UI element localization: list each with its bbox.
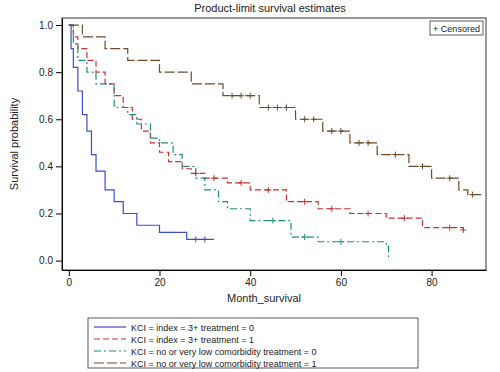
y-tick-mark — [56, 119, 62, 120]
y-tick-mark — [56, 72, 62, 73]
censor-mark — [238, 180, 244, 186]
censor-mark — [329, 128, 335, 134]
x-tick-label: 60 — [336, 277, 348, 288]
y-tick-label: 0.6 — [39, 114, 53, 125]
censor-mark — [365, 210, 371, 216]
chart: Product-limit survival estimates 0 20 40 60 8… — [0, 0, 500, 372]
x-tick-label: 40 — [245, 277, 257, 288]
x-axis: 0 20 40 60 80 — [63, 270, 487, 288]
x-tick-label: 80 — [427, 277, 439, 288]
x-tick: 40 — [245, 270, 257, 288]
censor-mark — [469, 192, 475, 198]
legend-swatch — [94, 326, 126, 327]
censor-mark — [193, 236, 199, 242]
legend-swatch — [94, 362, 126, 363]
censor-mark — [265, 187, 271, 193]
censor-mark — [447, 175, 453, 181]
legend-label: KCI = no or very low comorbidity treatme… — [131, 347, 317, 357]
legend-label: KCI = index = 3+ treatment = 0 — [131, 323, 254, 333]
censor-mark — [274, 104, 280, 110]
y-tick-label: 0.2 — [39, 208, 53, 219]
survival-curve — [69, 25, 389, 261]
x-tick-label: 20 — [154, 277, 166, 288]
survival-curve — [69, 25, 482, 195]
y-tick: 0.4 — [39, 161, 62, 172]
censor-mark — [401, 215, 407, 221]
annotation-text: + Censored — [433, 24, 480, 34]
censor-mark — [420, 163, 426, 169]
y-tick-label: 0.4 — [39, 161, 53, 172]
x-axis-line — [63, 270, 487, 271]
censor-mark — [302, 199, 308, 205]
censor-mark — [338, 239, 344, 245]
y-tick-mark — [56, 166, 62, 167]
censor-mark — [460, 227, 466, 233]
x-tick-mark — [432, 270, 433, 276]
x-tick-mark — [341, 270, 342, 276]
y-tick: 1.0 — [39, 20, 62, 31]
annotation-box — [430, 21, 483, 35]
y-tick-label: 0.0 — [39, 255, 53, 266]
x-tick-label: 0 — [67, 277, 73, 288]
censor-mark — [311, 116, 317, 122]
y-tick-label: 0.8 — [39, 67, 53, 78]
legend-label: KCI = no or very low comorbidity treatme… — [131, 359, 317, 369]
y-tick: 0.6 — [39, 114, 62, 125]
x-tick-mark — [250, 270, 251, 276]
legend-swatch — [94, 338, 126, 339]
censor-mark — [238, 93, 244, 99]
x-tick: 20 — [154, 270, 166, 288]
y-axis-line — [62, 19, 63, 271]
x-tick-mark — [159, 270, 160, 276]
censor-mark — [302, 116, 308, 122]
survival-curve — [69, 25, 214, 239]
x-tick: 0 — [67, 270, 73, 288]
y-tick-label: 1.0 — [39, 20, 53, 31]
censor-mark — [329, 206, 335, 212]
legend-box — [88, 318, 418, 368]
plot-frame — [62, 18, 486, 270]
censor-mark — [302, 234, 308, 240]
annotation: + Censored — [430, 21, 483, 35]
y-tick: 0.0 — [39, 255, 62, 266]
survival-curve — [69, 25, 464, 230]
censor-mark — [247, 93, 253, 99]
y-axis-title: Survival probability — [8, 97, 20, 190]
y-tick: 0.8 — [39, 67, 62, 78]
x-tick: 60 — [336, 270, 348, 288]
x-tick: 80 — [427, 270, 439, 288]
censor-mark — [211, 175, 217, 181]
legend-swatch — [94, 350, 126, 351]
censor-mark — [265, 104, 271, 110]
legend: KCI = index = 3+ treatment = 0 KCI = inde… — [88, 318, 418, 369]
y-tick: 0.2 — [39, 208, 62, 219]
censor-mark — [356, 140, 362, 146]
censor-mark — [365, 140, 371, 146]
y-axis: 0.0 0.2 0.4 0.6 0.8 1.0 — [39, 19, 62, 271]
censor-mark — [392, 152, 398, 158]
title: Product-limit survival estimates — [194, 2, 346, 14]
legend-label: KCI = index = 3+ treatment = 1 — [131, 335, 254, 345]
censor-mark — [447, 225, 453, 231]
censor-mark — [202, 236, 208, 242]
censor-mark — [229, 93, 235, 99]
censor-mark — [270, 218, 276, 224]
censor-mark — [338, 128, 344, 134]
censor-mark — [283, 104, 289, 110]
plot-area — [69, 25, 482, 261]
y-tick-mark — [56, 213, 62, 214]
x-axis-title: Month_survival — [227, 292, 301, 304]
y-tick-mark — [56, 261, 62, 262]
y-tick-mark — [56, 25, 62, 26]
x-tick-mark — [69, 270, 70, 276]
